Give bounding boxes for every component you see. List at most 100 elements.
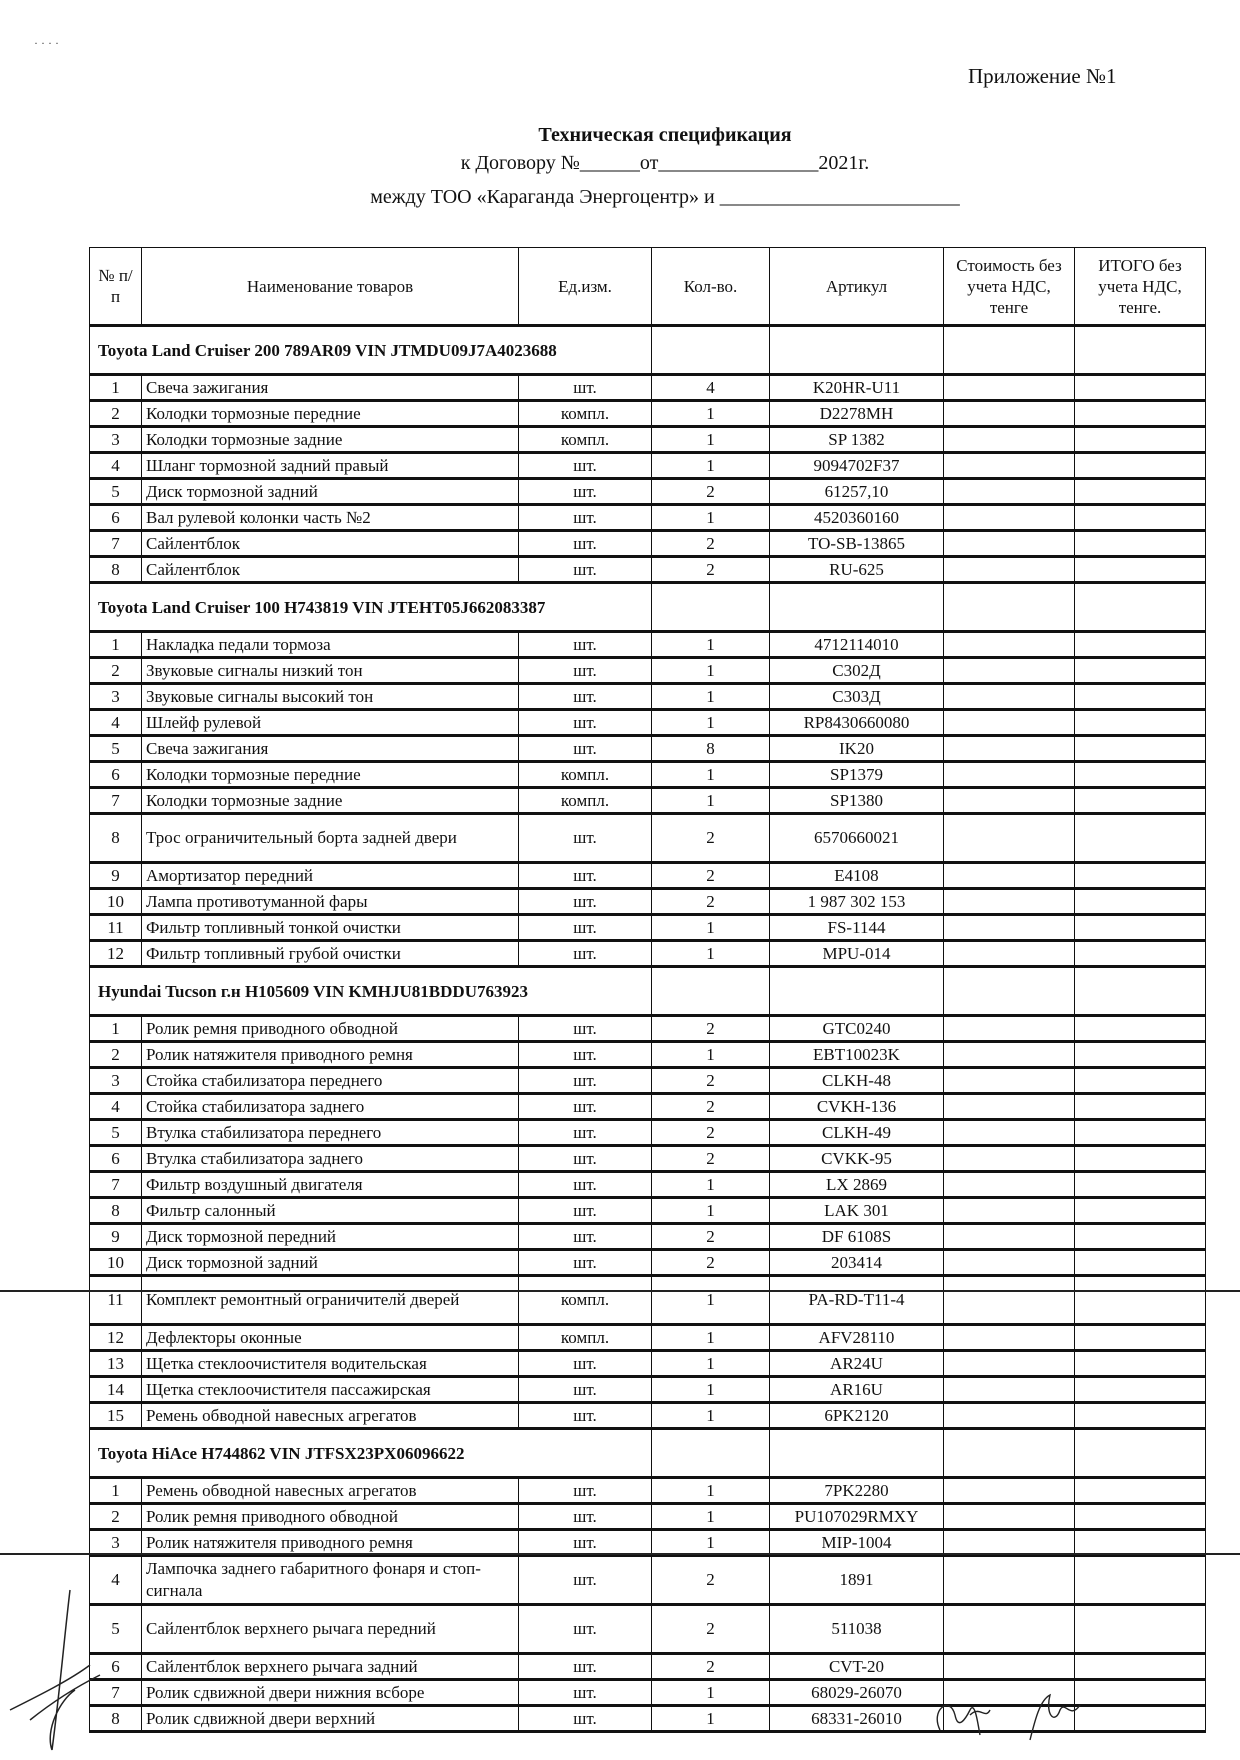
item-quantity: 1 [651, 709, 770, 737]
col-header-number: № п/п [89, 247, 142, 327]
item-total [1074, 940, 1206, 968]
scan-specks: · · · · [34, 36, 59, 50]
item-name: Амортизатор передний [141, 862, 519, 890]
item-price [943, 1119, 1075, 1147]
item-unit: шт. [518, 1041, 652, 1069]
item-number: 7 [89, 1171, 142, 1199]
item-total [1074, 452, 1206, 480]
item-name: Свеча зажигания [141, 735, 519, 763]
item-unit: шт. [518, 1145, 652, 1173]
empty-cell [769, 966, 944, 1017]
item-quantity: 2 [651, 1067, 770, 1095]
item-quantity: 1 [651, 1350, 770, 1378]
empty-cell [769, 325, 944, 376]
item-quantity: 8 [651, 735, 770, 763]
item-unit: шт. [518, 1604, 652, 1655]
item-price [943, 787, 1075, 815]
item-total [1074, 400, 1206, 428]
empty-cell [769, 582, 944, 633]
item-unit: компл. [518, 426, 652, 454]
item-article: SP1379 [769, 761, 944, 789]
item-unit: шт. [518, 504, 652, 532]
item-total [1074, 862, 1206, 890]
item-name: Стойка стабилизатора переднего [141, 1067, 519, 1095]
item-unit: шт. [518, 1119, 652, 1147]
empty-cell [651, 1428, 770, 1479]
item-unit: шт. [518, 862, 652, 890]
item-article: 1 987 302 153 [769, 888, 944, 916]
item-unit: шт. [518, 1249, 652, 1277]
item-article: CVKK-95 [769, 1145, 944, 1173]
item-article: AR24U [769, 1350, 944, 1378]
item-price [943, 374, 1075, 402]
item-unit: шт. [518, 888, 652, 916]
document-title: Техническая спецификация [538, 124, 792, 146]
item-total [1074, 813, 1206, 864]
col-header-price: Стоимость без учета НДС, тенге [943, 247, 1075, 327]
item-name: Стойка стабилизатора заднего [141, 1093, 519, 1121]
table-row: 1 Накладка педали тормоза шт. 1 4712114010 [89, 631, 1206, 659]
table-row: 4 Стойка стабилизатора заднего шт. 2 CVKH-13… [89, 1093, 1206, 1121]
item-price [943, 426, 1075, 454]
item-article: 511038 [769, 1604, 944, 1655]
item-article: EBT10023K [769, 1041, 944, 1069]
item-total [1074, 504, 1206, 532]
table-row: 13 Щетка стеклоочистителя водительская шт.… [89, 1350, 1206, 1378]
item-unit: шт. [518, 530, 652, 558]
item-total [1074, 1376, 1206, 1404]
item-article: PA-RD-T11-4 [769, 1275, 944, 1326]
empty-cell [651, 966, 770, 1017]
item-price [943, 1376, 1075, 1404]
item-quantity: 4 [651, 374, 770, 402]
table-row: 10 Лампа противотуманной фары шт. 2 1 987 30… [89, 888, 1206, 916]
vehicle-title: Hyundai Tucson г.н H105609 VIN KMHJU81BD… [89, 966, 652, 1017]
item-unit: шт. [518, 1477, 652, 1505]
item-total [1074, 888, 1206, 916]
item-total [1074, 1604, 1206, 1655]
table-row: 3 Колодки тормозные задние компл. 1 SP 1382 [89, 426, 1206, 454]
item-quantity: 2 [651, 1145, 770, 1173]
item-name: Вал рулевой колонки часть №2 [141, 504, 519, 532]
col-header-total: ИТОГО без учета НДС, тенге. [1074, 247, 1206, 327]
item-number: 1 [89, 374, 142, 402]
table-row: 5 Свеча зажигания шт. 8 IK20 [89, 735, 1206, 763]
table-row: 7 Ролик сдвижной двери нижния всборе шт. 1 6… [89, 1679, 1206, 1707]
item-number: 5 [89, 1119, 142, 1147]
item-name: Фильтр воздушный двигателя [141, 1171, 519, 1199]
item-number: 3 [89, 1067, 142, 1095]
col-header-quantity: Кол-во. [651, 247, 770, 327]
item-price [943, 1223, 1075, 1251]
item-number: 3 [89, 426, 142, 454]
item-price [943, 709, 1075, 737]
item-total [1074, 1402, 1206, 1430]
item-name: Ролик натяжителя приводного ремня [141, 1529, 519, 1557]
group-header-row: Toyota HiAce H744862 VIN JTFSX23PX060966… [89, 1428, 1206, 1479]
item-article: 61257,10 [769, 478, 944, 506]
item-article: MPU-014 [769, 940, 944, 968]
item-quantity: 1 [651, 1477, 770, 1505]
item-number: 1 [89, 1477, 142, 1505]
table-row: 4 Лампочка заднего габаритного фонаря и с… [89, 1555, 1206, 1606]
table-row: 7 Сайлентблок шт. 2 TO-SB-13865 [89, 530, 1206, 558]
item-quantity: 2 [651, 1093, 770, 1121]
item-price [943, 735, 1075, 763]
item-price [943, 1402, 1075, 1430]
item-article: DF 6108S [769, 1223, 944, 1251]
empty-cell [1074, 325, 1206, 376]
item-article: CLKH-48 [769, 1067, 944, 1095]
item-name: Ролик натяжителя приводного ремня [141, 1041, 519, 1069]
item-number: 8 [89, 813, 142, 864]
item-unit: компл. [518, 787, 652, 815]
item-quantity: 1 [651, 400, 770, 428]
item-article: 4520360160 [769, 504, 944, 532]
item-quantity: 2 [651, 888, 770, 916]
group-header-row: Toyota Land Cruiser 200 789AR09 VIN JTMD… [89, 325, 1206, 376]
item-total [1074, 478, 1206, 506]
item-quantity: 1 [651, 631, 770, 659]
item-price [943, 1197, 1075, 1225]
item-unit: шт. [518, 1015, 652, 1043]
item-number: 1 [89, 631, 142, 659]
item-name: Накладка педали тормоза [141, 631, 519, 659]
col-header-unit: Ед.изм. [518, 247, 652, 327]
item-total [1074, 1555, 1206, 1606]
